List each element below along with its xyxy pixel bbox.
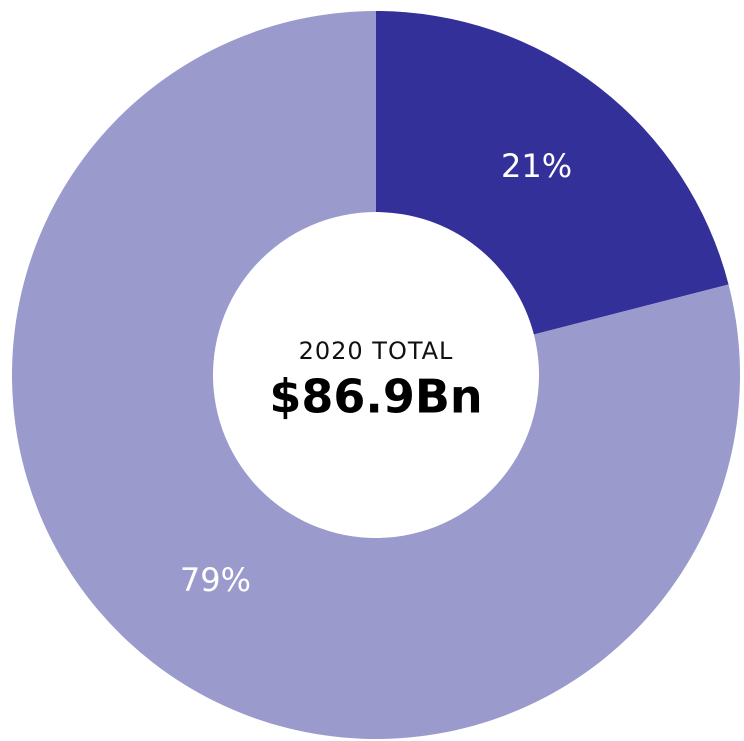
slice-label: 79% — [180, 561, 251, 599]
slice-label: 21% — [501, 147, 572, 185]
slice — [12, 11, 741, 739]
donut — [12, 11, 741, 739]
center-value: $86.9Bn — [269, 370, 482, 424]
slice — [376, 11, 729, 335]
center-label: 2020 TOTAL — [299, 337, 454, 365]
